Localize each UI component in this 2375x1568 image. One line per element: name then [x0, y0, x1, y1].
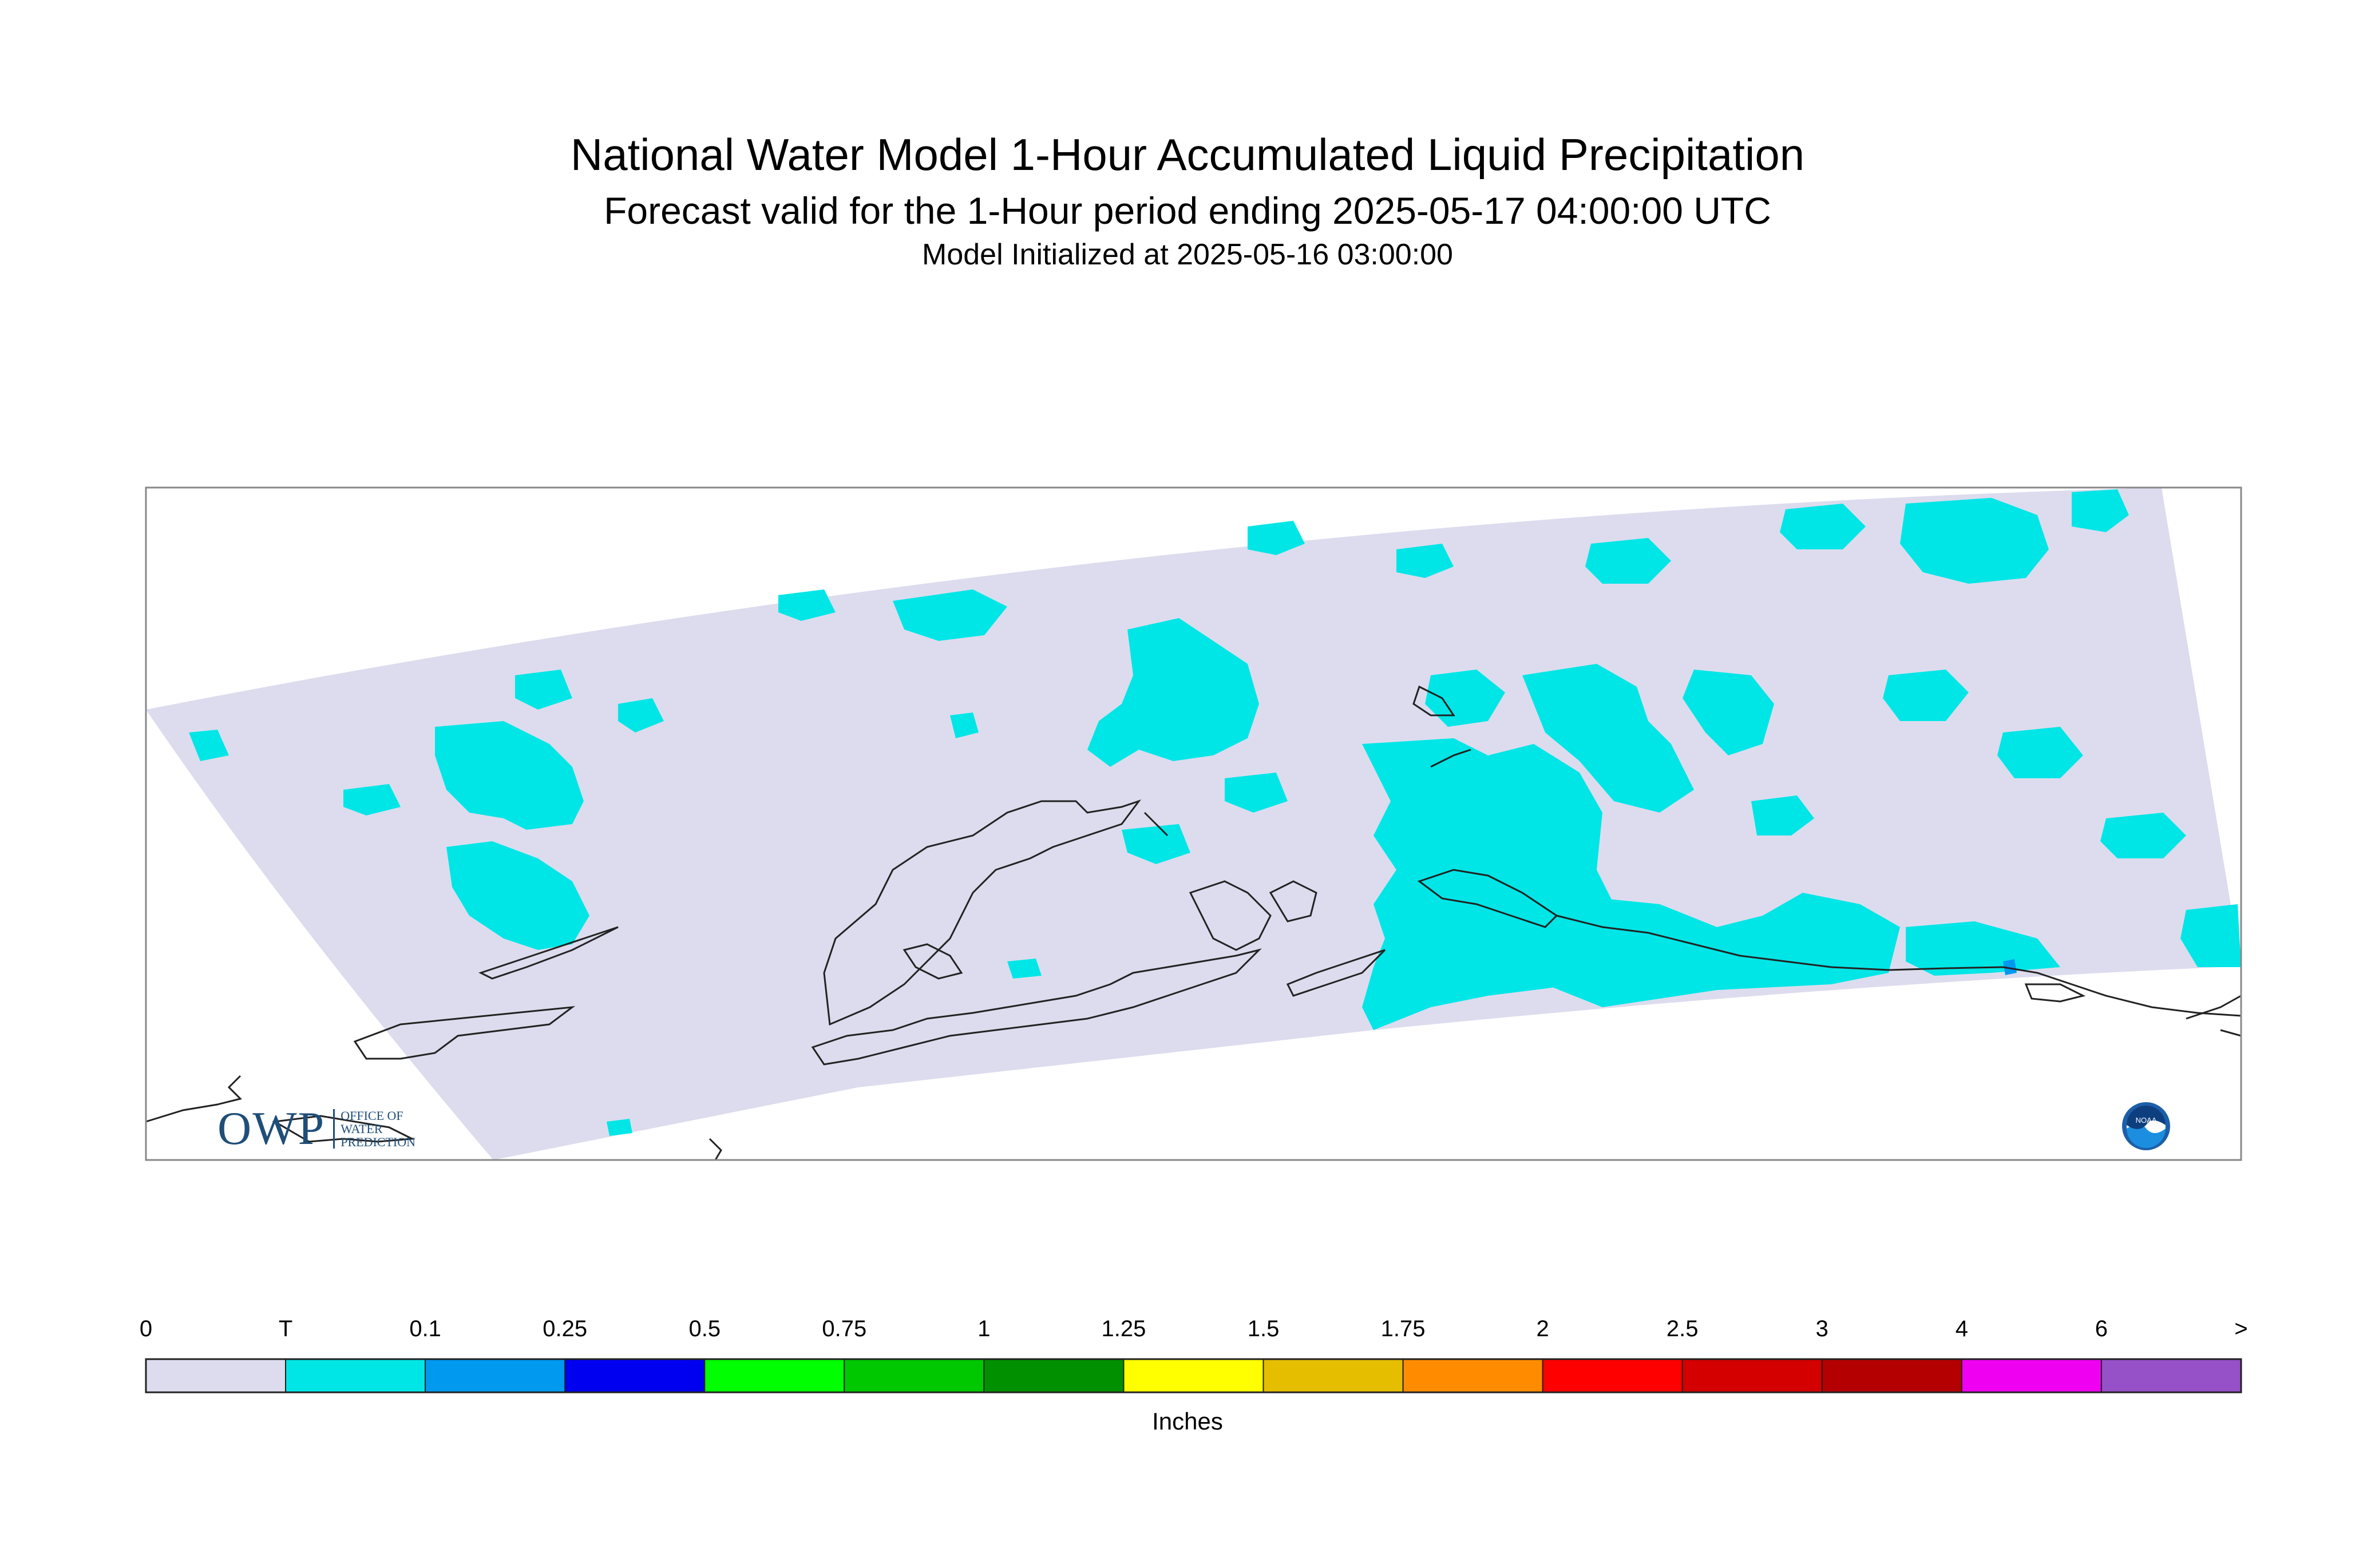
- colorbar-swatch: [1821, 1359, 1962, 1393]
- colorbar-swatch: [1402, 1359, 1543, 1393]
- noaa-logo-icon: NOAA: [2122, 1102, 2170, 1150]
- colorbar-frame: [145, 1358, 2242, 1393]
- colorbar-swatch: [1961, 1359, 2102, 1393]
- map-title: National Water Model 1-Hour Accumulated …: [570, 129, 1805, 180]
- colorbar-swatch: [2100, 1359, 2242, 1393]
- model-domain: [146, 488, 2241, 1160]
- colorbar-tick-label: T: [278, 1316, 293, 1341]
- colorbar-tick-label: 3: [1815, 1316, 1828, 1341]
- colorbar-tick-label: 1.25: [1101, 1316, 1146, 1341]
- colorbar-swatch: [844, 1359, 985, 1393]
- colorbar-tick-label: 0.75: [822, 1316, 867, 1341]
- colorbar-tick-label: 1: [977, 1316, 991, 1341]
- colorbar-swatch: [564, 1359, 706, 1393]
- colorbar-tick-label: 2.5: [1666, 1316, 1699, 1341]
- colorbar-tick-label: 6: [2095, 1316, 2108, 1341]
- colorbar-swatch: [983, 1359, 1125, 1393]
- noaa-logo-text: NOAA: [2136, 1116, 2157, 1124]
- colorbar-units: Inches: [1152, 1408, 1223, 1435]
- owp-logo-text: OFFICE OF WATER PREDICTION: [333, 1108, 415, 1149]
- trace-precip-areas: [189, 489, 2241, 1136]
- colorbar-tick-label: 4: [1955, 1316, 1968, 1341]
- map-frame: [145, 486, 2242, 1161]
- colorbar-tick-label: 0.25: [543, 1316, 588, 1341]
- colorbar-tick-label: 0.5: [688, 1316, 721, 1341]
- colorbar-tick-label: 0: [139, 1316, 153, 1341]
- owp-logo: OWP OFFICE OF WATER PREDICTION: [217, 1102, 415, 1155]
- colorbar-swatch: [1123, 1359, 1264, 1393]
- map-panel: [145, 486, 2242, 1161]
- owp-logo-mark: OWP: [217, 1102, 326, 1154]
- colorbar-swatch: [1262, 1359, 1404, 1393]
- colorbar-swatch: [704, 1359, 845, 1393]
- colorbar-swatch: [425, 1359, 566, 1393]
- colorbar-tick-label: 2: [1536, 1316, 1549, 1341]
- colorbar-swatch: [1542, 1359, 1683, 1393]
- colorbar-tick-label: 0.1: [409, 1316, 441, 1341]
- model-init-text: Model Initialized at 2025-05-16 03:00:00: [922, 238, 1453, 271]
- coastlines: [145, 685, 2242, 1161]
- colorbar-tick-label: >: [2234, 1316, 2248, 1341]
- colorbar-swatch: [285, 1359, 426, 1393]
- colorbar-tick-label: 1.75: [1380, 1316, 1426, 1341]
- colorbar-tick-label: 1.5: [1247, 1316, 1280, 1341]
- colorbar-swatch: [1681, 1359, 1823, 1393]
- map-subtitle: Forecast valid for the 1-Hour period end…: [604, 189, 1771, 232]
- colorbar-swatch: [145, 1359, 287, 1393]
- light-precip-spot: [2003, 959, 2017, 975]
- colorbar: [145, 1359, 2242, 1393]
